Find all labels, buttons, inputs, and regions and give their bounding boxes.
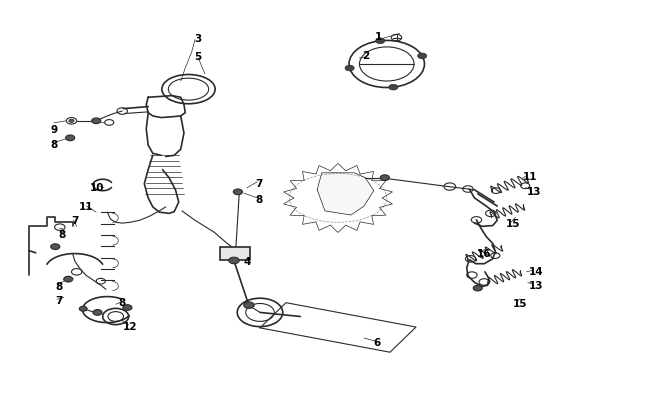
Text: 7: 7 [55,296,62,305]
Circle shape [123,305,132,311]
FancyBboxPatch shape [220,247,250,261]
Text: 14: 14 [529,266,543,276]
Text: 11: 11 [523,171,537,181]
Circle shape [69,120,74,123]
Text: 9: 9 [51,125,57,134]
Text: 5: 5 [194,52,202,62]
Circle shape [64,277,73,282]
Text: 16: 16 [477,248,491,258]
Circle shape [51,244,60,250]
Circle shape [376,39,385,45]
Circle shape [418,54,427,60]
Text: 12: 12 [123,321,137,331]
Text: 8: 8 [55,282,62,292]
Text: 2: 2 [362,51,370,61]
Text: 8: 8 [255,194,263,204]
Circle shape [93,310,102,315]
Text: 8: 8 [58,230,66,240]
Circle shape [244,302,254,309]
Polygon shape [317,173,374,215]
Text: 8: 8 [50,140,58,150]
Text: 7: 7 [71,216,79,226]
Text: 11: 11 [79,202,93,211]
Text: 8: 8 [118,298,126,307]
Circle shape [79,307,87,311]
Text: 4: 4 [243,256,251,266]
Circle shape [345,66,354,72]
Text: 7: 7 [255,178,263,188]
Circle shape [233,190,242,195]
Circle shape [229,258,239,264]
Text: 15: 15 [506,219,521,228]
Circle shape [92,119,101,124]
Circle shape [66,136,75,141]
Text: 1: 1 [374,32,382,41]
Circle shape [473,286,482,291]
Circle shape [389,85,398,91]
Text: 3: 3 [194,34,202,43]
Circle shape [380,175,389,181]
Text: 13: 13 [529,281,543,290]
Text: 13: 13 [527,186,541,196]
Text: 15: 15 [513,298,527,308]
Text: 6: 6 [373,337,381,347]
Text: 10: 10 [90,182,105,192]
